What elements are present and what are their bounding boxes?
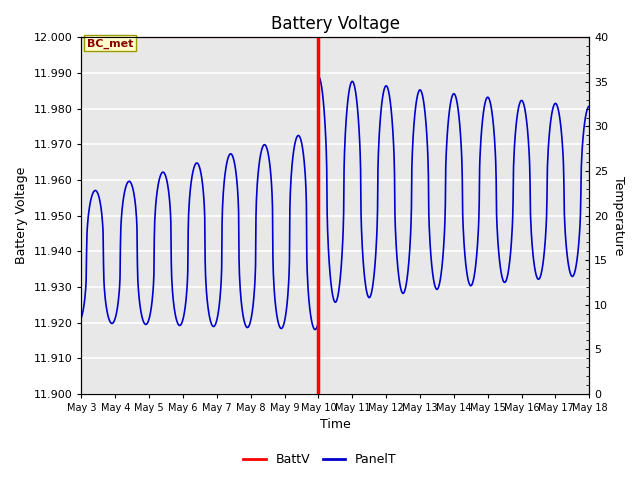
- Y-axis label: Temperature: Temperature: [612, 176, 625, 255]
- Text: BC_met: BC_met: [86, 38, 133, 48]
- Legend: BattV, PanelT: BattV, PanelT: [238, 448, 402, 471]
- Title: Battery Voltage: Battery Voltage: [271, 15, 400, 33]
- X-axis label: Time: Time: [320, 419, 351, 432]
- Y-axis label: Battery Voltage: Battery Voltage: [15, 167, 28, 264]
